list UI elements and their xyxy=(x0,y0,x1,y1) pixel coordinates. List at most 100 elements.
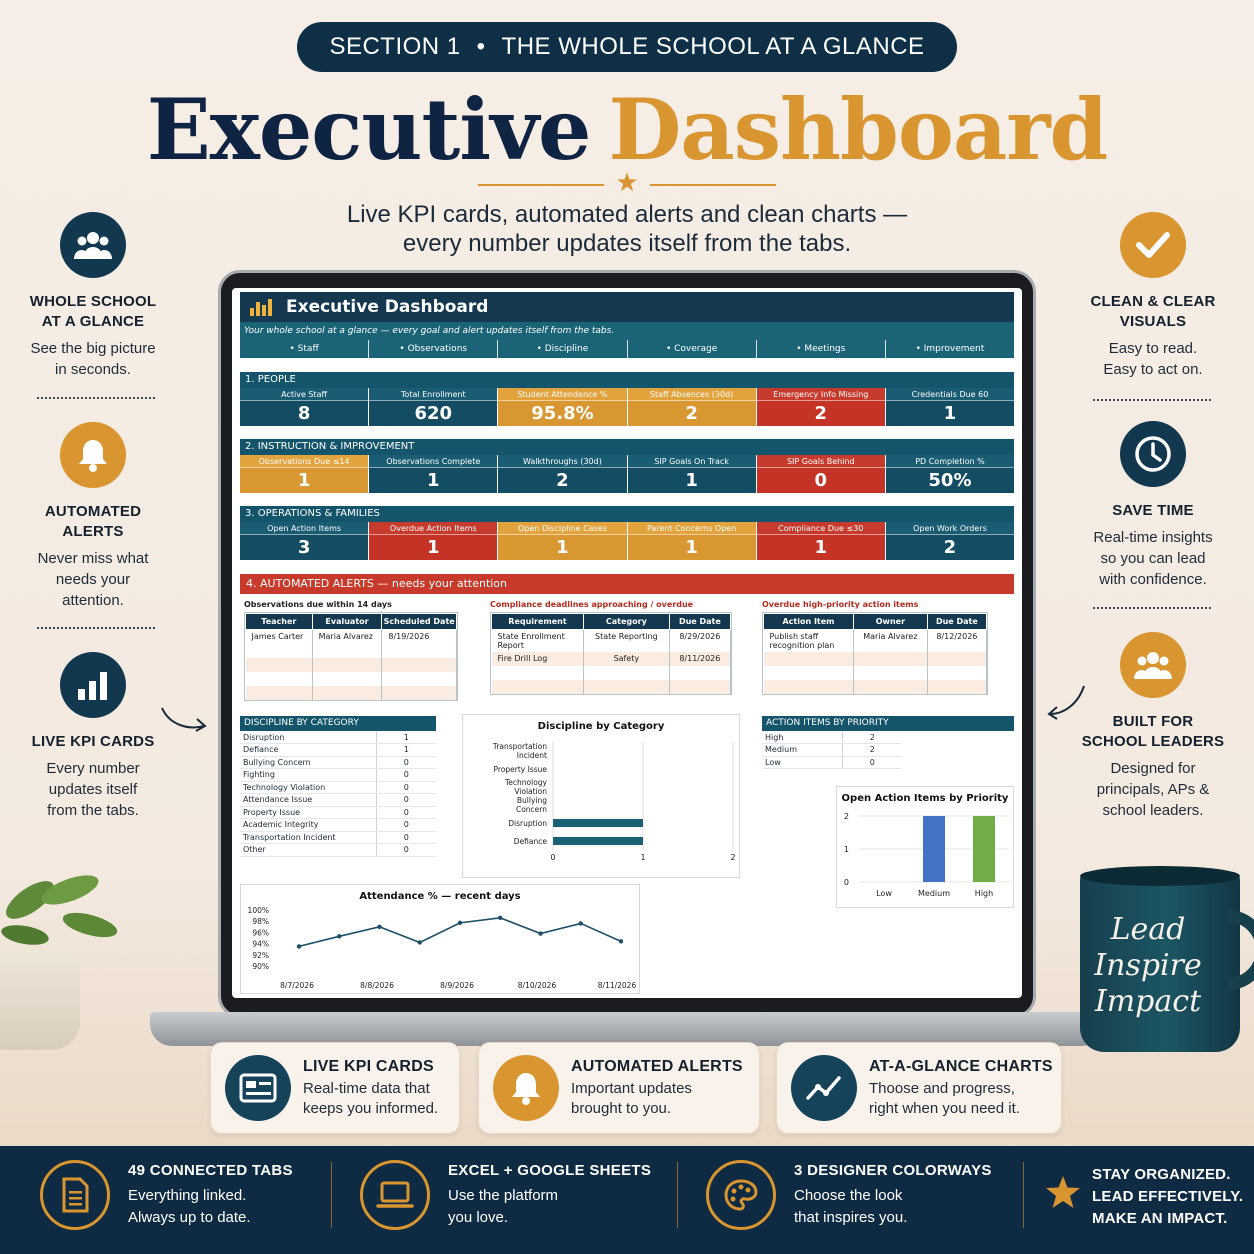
data-point xyxy=(578,921,583,926)
kpi-section-title: 2. INSTRUCTION & IMPROVEMENT xyxy=(240,439,1014,455)
row-label: Low xyxy=(762,756,842,769)
discipline-chart: Discipline by Category 0 1 2 Transportation… xyxy=(462,714,740,878)
tagline-line: MAKE AN IMPACT. xyxy=(1092,1210,1228,1227)
kpi-label: Parent Concerns Open xyxy=(627,522,756,535)
kpi-card[interactable]: Walkthroughs (30d) 2 xyxy=(498,455,628,493)
kpi-row: Active Staff 8 Total Enrollment 620 Student … xyxy=(240,388,1015,426)
attendance-chart: Attendance % — recent days 90% 92% 94% 96% 9… xyxy=(240,884,640,994)
kpi-card[interactable]: Observations Due ≤14 1 xyxy=(240,455,370,493)
kpi-card[interactable]: Overdue Action Items 1 xyxy=(369,522,499,560)
feature-desc: Never miss what xyxy=(37,550,149,567)
feature-title: SCHOOL LEADERS xyxy=(1081,733,1225,750)
footer-connected-tabs: 49 CONNECTED TABS Everything linked. Alwa… xyxy=(40,1160,293,1230)
table-row xyxy=(763,652,988,666)
x-tick-label: 8/10/2026 xyxy=(518,981,557,990)
y-tick-label: 92% xyxy=(252,951,269,960)
nav-link-observations[interactable]: • Observations xyxy=(368,340,497,358)
kpi-card[interactable]: Open Work Orders 2 xyxy=(885,522,1015,560)
kpi-card[interactable]: Parent Concerns Open 1 xyxy=(627,522,757,560)
nav-link-meetings[interactable]: • Meetings xyxy=(755,340,885,358)
row-value: 0 xyxy=(375,793,436,807)
priority-rows: High 2 Medium 2 Low 0 xyxy=(762,731,902,769)
bar xyxy=(553,837,643,845)
kpi-label: Overdue Action Items xyxy=(369,522,498,535)
row-value: 1 xyxy=(375,743,436,757)
x-tick-label: 0 xyxy=(550,853,555,862)
col-header: Owner xyxy=(853,613,928,630)
kpi-value: 1 xyxy=(498,535,627,560)
table-row[interactable]: Fire Drill Log Safety 8/11/2026 xyxy=(491,652,732,666)
card-automated-alerts: AUTOMATED ALERTS Important updates brough… xyxy=(478,1042,760,1134)
col-header: Due Date xyxy=(926,613,988,630)
alert-observations: Observations due within 14 days Teacher E… xyxy=(244,598,458,701)
kpi-value: 1 xyxy=(369,535,498,560)
dashboard-subtitle: Your whole school at a glance — every go… xyxy=(240,322,1014,340)
cell: 8/19/2026 xyxy=(381,629,457,658)
nav-link-staff[interactable]: • Staff xyxy=(289,344,319,354)
kpi-card[interactable]: Credentials Due 60 1 xyxy=(885,388,1015,426)
priority-chart: Open Action Items by Priority 0 1 2 Low Medi… xyxy=(836,786,1014,908)
kpi-card[interactable]: Compliance Due ≤30 1 xyxy=(756,522,886,560)
feature-title: BUILT FOR xyxy=(1112,713,1194,730)
kpi-card[interactable]: Total Enrollment 620 xyxy=(369,388,499,426)
row-label: Other xyxy=(240,843,376,857)
kpi-card[interactable]: Active Staff 8 xyxy=(240,388,370,426)
kpi-value: 0 xyxy=(756,468,885,493)
y-tick-label: 1 xyxy=(844,845,849,854)
kpi-row: Observations Due ≤14 1 Observations Comple… xyxy=(240,455,1015,493)
footer-title: EXCEL + GOOGLE SHEETS xyxy=(448,1161,652,1179)
kpi-card[interactable]: SIP Goals Behind 0 xyxy=(756,455,886,493)
table-row: Defiance 1 xyxy=(240,743,436,757)
nav-link-coverage[interactable]: • Coverage xyxy=(626,340,756,358)
priority-chart-svg: 0 1 2 Low Medium High xyxy=(844,812,1009,898)
kpi-section-people: 1. PEOPLE Active Staff 8 Total Enrollment 6… xyxy=(240,372,1015,426)
x-tick-label: 8/8/2026 xyxy=(360,981,394,990)
row-label: Property Issue xyxy=(240,806,376,819)
cell: State Reporting xyxy=(583,629,670,652)
kpi-label: Total Enrollment xyxy=(369,388,498,401)
x-tick-label: 8/7/2026 xyxy=(280,981,314,990)
bar xyxy=(553,819,643,827)
kpi-value: 2 xyxy=(756,401,885,426)
nav-link-improvement[interactable]: • Improvement xyxy=(884,340,1014,358)
feature-title: ALERTS xyxy=(62,523,124,540)
title-part-executive: Executive xyxy=(146,80,592,179)
kpi-card[interactable]: Staff Absences (30d) 2 xyxy=(627,388,757,426)
page-title: Executive Dashboard xyxy=(0,80,1254,179)
feature-desc: needs your xyxy=(55,571,131,588)
kpi-card[interactable]: SIP Goals On Track 1 xyxy=(627,455,757,493)
mug-handle xyxy=(1228,910,1254,990)
kpi-value: 50% xyxy=(885,468,1015,493)
table-row[interactable]: Publish staff recognition plan Maria Alva… xyxy=(763,629,988,652)
table-row[interactable]: James Carter Maria Alvarez 8/19/2026 xyxy=(245,629,457,658)
alert-table: Teacher Evaluator Scheduled Date James Car… xyxy=(245,613,457,700)
data-point xyxy=(296,944,302,949)
data-point xyxy=(337,934,342,939)
kpi-card[interactable]: Student Attendance % 95.8% xyxy=(498,388,628,426)
clock-icon xyxy=(1120,421,1186,487)
plant-pot xyxy=(0,950,80,1050)
kpi-value: 1 xyxy=(627,468,756,493)
table-row: Other 0 xyxy=(240,843,436,857)
feature-save-time: SAVE TIME Real-time insights so you can l… xyxy=(1063,421,1243,590)
feature-desc: so you can lead xyxy=(1100,550,1206,567)
kpi-card[interactable]: Emergency Info Missing 2 xyxy=(756,388,886,426)
cell: State Enrollment Report xyxy=(491,629,584,652)
data-point xyxy=(417,940,422,945)
y-tick-label: 100% xyxy=(248,906,269,915)
kpi-card[interactable]: Open Action Items 3 xyxy=(240,522,370,560)
y-tick-label: Violation xyxy=(514,787,547,796)
row-label: Fighting xyxy=(240,768,376,782)
kpi-value: 2 xyxy=(885,535,1015,560)
alert-table: Action Item Owner Due Date Publish staff r… xyxy=(763,613,988,694)
kpi-card[interactable]: Open Discipline Cases 1 xyxy=(498,522,628,560)
arrow-right-icon xyxy=(161,707,207,732)
row-value: 0 xyxy=(375,831,436,844)
table-row[interactable]: State Enrollment Report State Reporting 8/… xyxy=(491,629,732,652)
kpi-card[interactable]: PD Completion % 50% xyxy=(885,455,1015,493)
nav-link-discipline[interactable]: • Discipline xyxy=(497,340,626,358)
bar xyxy=(923,816,945,882)
y-tick-label: 98% xyxy=(252,917,269,926)
feature-whole-school: WHOLE SCHOOL AT A GLANCE See the big pict… xyxy=(3,212,183,380)
kpi-card[interactable]: Observations Complete 1 xyxy=(369,455,499,493)
